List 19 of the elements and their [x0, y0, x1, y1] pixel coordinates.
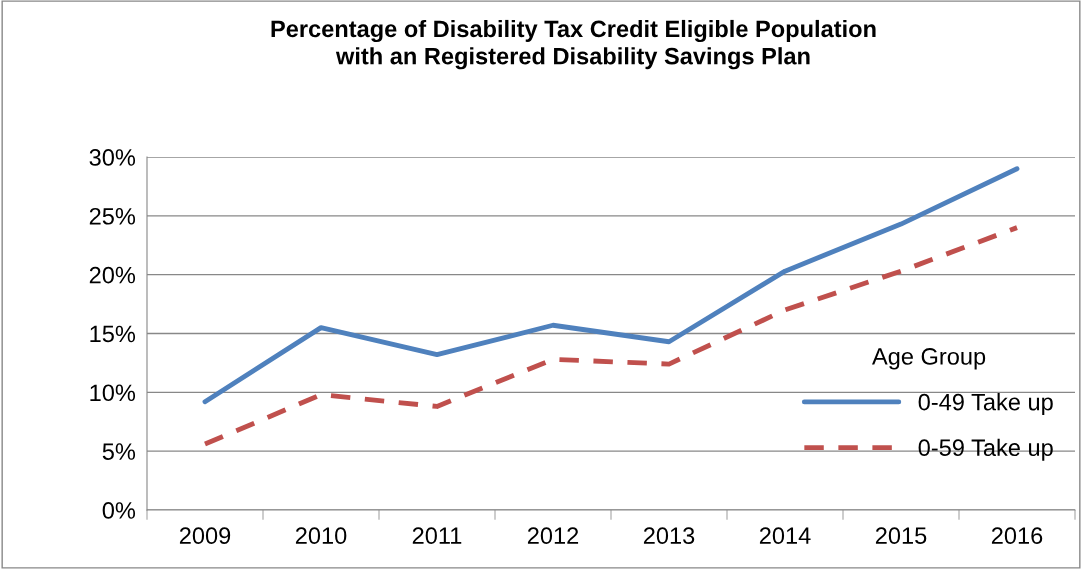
y-tick-label: 15%: [90, 325, 136, 343]
legend-label: 0-59 Take up: [918, 438, 1053, 461]
y-tick-label: 20%: [89, 266, 136, 284]
y-tick-label: 0%: [102, 502, 136, 519]
x-tick-label: 2015: [875, 527, 927, 545]
y-tick-label: 30%: [89, 149, 136, 166]
x-tick-label: 2016: [991, 527, 1043, 545]
legend-title: Age Group: [872, 348, 986, 370]
x-tick-label: 2014: [759, 527, 811, 545]
legend-label: 0-49 Take up: [918, 393, 1053, 416]
y-tick-label: 25%: [89, 207, 136, 225]
x-tick-label: 2009: [179, 527, 231, 545]
x-tick-label: 2010: [295, 527, 347, 545]
x-tick-label: 2013: [643, 527, 695, 545]
y-tick-label: 10%: [90, 384, 136, 402]
y-tick-label: 5%: [102, 443, 136, 460]
x-tick-label: 2011: [412, 527, 462, 545]
chart-title: Percentage of Disability Tax Credit Eligible Population with an Registered Disability Savings Plan: [271, 19, 876, 70]
x-tick-label: 2012: [527, 527, 579, 545]
